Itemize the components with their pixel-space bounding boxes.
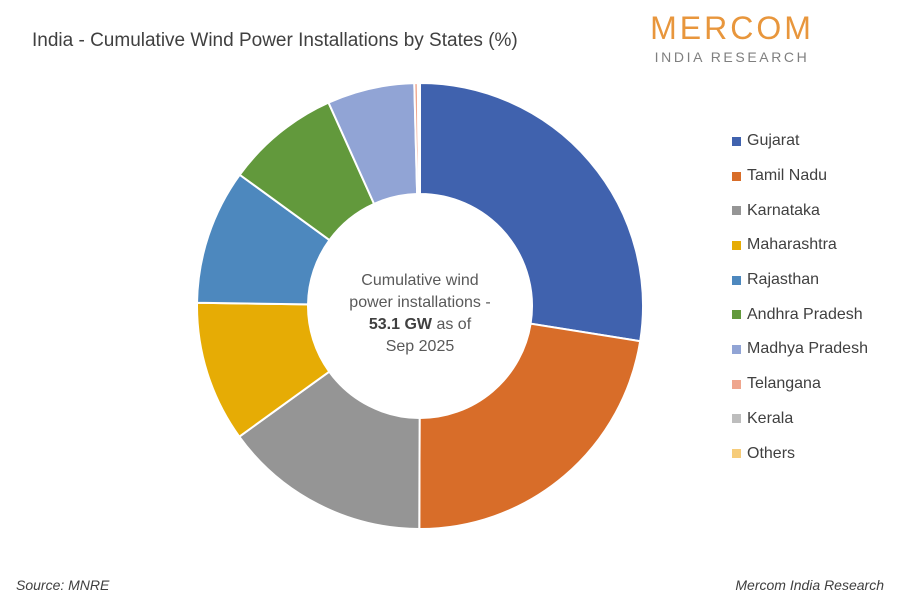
slice-karnataka [237,370,421,531]
slice-others [418,81,421,196]
legend-label: Rajasthan [747,271,820,289]
center-label-line3: 53.1 GW as of [330,314,510,336]
legend-label: Gujarat [747,132,800,150]
legend-item-karnataka: Karnataka [732,193,868,228]
chart-title: India - Cumulative Wind Power Installati… [32,30,518,51]
legend-swatch [732,240,741,250]
legend-swatch [732,344,741,354]
legend-swatch [732,171,741,181]
legend-item-maharashtra: Maharashtra [732,228,868,263]
legend-swatch [732,206,741,216]
source-note: Source: MNRE [16,577,110,593]
legend-item-kerala: Kerala [732,402,868,437]
legend-swatch [732,379,741,389]
legend-swatch [732,275,741,285]
legend-item-telangana: Telangana [732,367,868,402]
logo-wordmark: MERCOM [650,10,814,46]
legend-swatch [732,310,741,320]
legend-label: Telangana [747,375,821,393]
legend-swatch [732,136,741,146]
legend-label: Others [747,444,796,462]
legend-label: Maharashtra [747,236,837,254]
center-label-line4: Sep 2025 [385,338,455,355]
credit-note: Mercom India Research [735,577,884,593]
slice-gujarat [419,81,644,343]
legend-item-gujarat: Gujarat [732,124,868,159]
center-label-suffix: as of [432,316,472,333]
legend-item-rajasthan: Rajasthan [732,263,868,298]
legend-label: Tamil Nadu [747,167,828,185]
legend-swatch [732,449,741,459]
legend-item-others: Others [732,436,868,471]
logo-subtitle: INDIA RESEARCH [654,49,810,65]
mercom-logo: MERCOM INDIA RESEARCH [646,10,818,66]
legend-item-madhya-pradesh: Madhya Pradesh [732,332,868,367]
center-label-line2: power installations - [349,294,491,311]
donut-center-label: Cumulative wind power installations - 53… [330,270,510,358]
legend-label: Andhra Pradesh [747,305,863,323]
donut-slices [196,81,644,531]
legend-label: Madhya Pradesh [747,340,868,358]
slice-tamil-nadu [418,322,642,530]
legend-item-andhra-pradesh: Andhra Pradesh [732,297,868,332]
legend-label: Kerala [747,409,794,427]
center-label-value: 53.1 GW [368,316,432,333]
legend-swatch [732,414,741,424]
legend-label: Karnataka [747,201,820,219]
center-label-line1: Cumulative wind [361,272,479,289]
legend-item-tamil-nadu: Tamil Nadu [732,159,868,194]
chart-legend: Gujarat Tamil Nadu Karnataka Maharashtra Raj… [732,124,868,471]
